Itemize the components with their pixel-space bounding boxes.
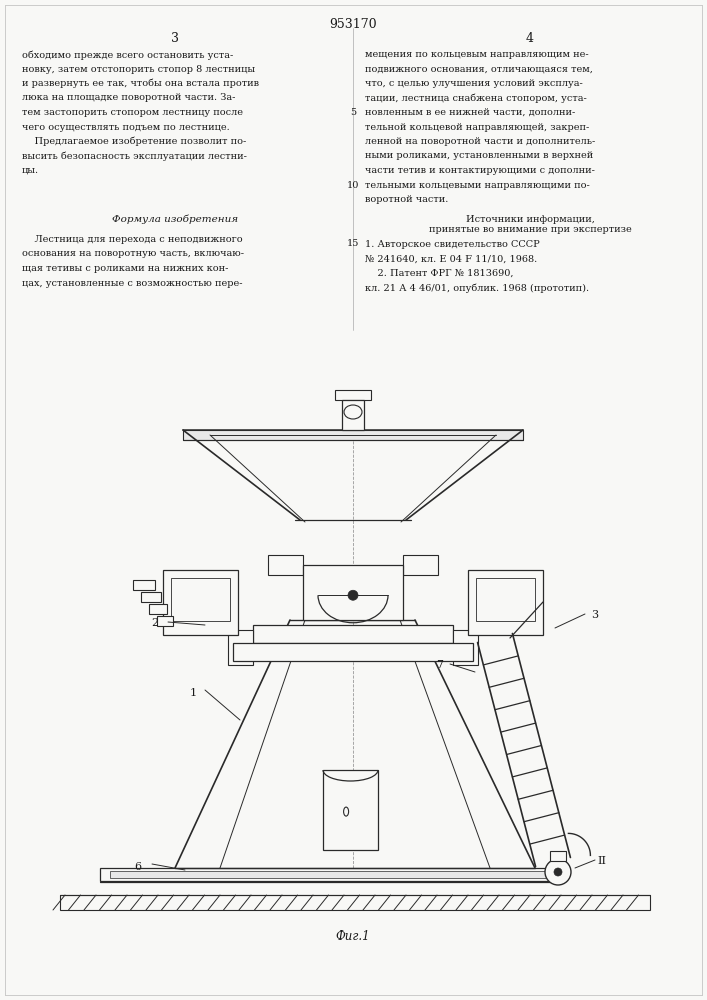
Bar <box>476 578 535 621</box>
Text: 10: 10 <box>347 180 359 190</box>
Text: тем застопорить стопором лестницу после: тем застопорить стопором лестницу после <box>22 108 243 117</box>
Bar <box>183 430 523 440</box>
Text: и развернуть ее так, чтобы она встала против: и развернуть ее так, чтобы она встала пр… <box>22 79 259 89</box>
Text: что, с целью улучшения условий эксплуа-: что, с целью улучшения условий эксплуа- <box>365 79 583 88</box>
Bar <box>228 630 253 665</box>
Bar <box>342 400 364 430</box>
Bar <box>141 592 161 602</box>
Bar <box>403 555 438 575</box>
Bar <box>268 555 303 575</box>
Bar <box>550 851 566 861</box>
Text: 5: 5 <box>350 108 356 117</box>
Bar <box>233 643 473 661</box>
Text: кл. 21 А 4 46/01, опублик. 1968 (прототип).: кл. 21 А 4 46/01, опублик. 1968 (прототи… <box>365 284 589 293</box>
Bar <box>163 570 238 635</box>
Text: тельными кольцевыми направляющими по-: тельными кольцевыми направляющими по- <box>365 180 590 190</box>
Text: ными роликами, установленными в верхней: ными роликами, установленными в верхней <box>365 151 593 160</box>
Text: Источники информации,
принятые во внимание при экспертизе: Источники информации, принятые во вниман… <box>428 215 631 234</box>
Bar <box>323 770 378 850</box>
Text: новку, затем отстопорить стопор 8 лестницы: новку, затем отстопорить стопор 8 лестни… <box>22 64 255 74</box>
Text: 953170: 953170 <box>329 18 377 31</box>
Text: № 241640, кл. Е 04 F 11/10, 1968.: № 241640, кл. Е 04 F 11/10, 1968. <box>365 254 537 263</box>
Text: новленным в ее нижней части, дополни-: новленным в ее нижней части, дополни- <box>365 108 575 117</box>
Text: тельной кольцевой направляющей, закреп-: тельной кольцевой направляющей, закреп- <box>365 122 589 131</box>
Text: 3: 3 <box>171 32 179 45</box>
Bar <box>303 565 403 620</box>
Text: основания на поворотную часть, включаю-: основания на поворотную часть, включаю- <box>22 249 244 258</box>
Bar <box>468 570 543 635</box>
Bar <box>157 616 173 626</box>
Text: 2. Патент ФРГ № 1813690,: 2. Патент ФРГ № 1813690, <box>365 269 513 278</box>
Text: Предлагаемое изобретение позволит по-: Предлагаемое изобретение позволит по- <box>22 137 246 146</box>
Ellipse shape <box>344 405 362 419</box>
Text: высить безопасность эксплуатации лестни-: высить безопасность эксплуатации лестни- <box>22 151 247 161</box>
Text: 1: 1 <box>189 688 197 698</box>
Text: щая тетивы с роликами на нижних кон-: щая тетивы с роликами на нижних кон- <box>22 264 228 273</box>
Bar <box>110 871 550 878</box>
Bar <box>149 604 167 614</box>
Circle shape <box>545 859 571 885</box>
Bar <box>453 630 478 665</box>
Ellipse shape <box>344 807 349 816</box>
Bar <box>60 895 650 910</box>
Text: 7: 7 <box>436 660 443 670</box>
Text: мещения по кольцевым направляющим не-: мещения по кольцевым направляющим не- <box>365 50 589 59</box>
Text: воротной части.: воротной части. <box>365 195 448 204</box>
Bar <box>171 578 230 621</box>
Bar <box>133 580 155 590</box>
Text: 6: 6 <box>134 862 141 872</box>
Text: 4: 4 <box>526 32 534 45</box>
Text: 15: 15 <box>347 238 359 247</box>
Text: II: II <box>597 856 606 866</box>
Text: цах, установленные с возможностью пере-: цах, установленные с возможностью пере- <box>22 278 243 288</box>
Text: обходимо прежде всего остановить уста-: обходимо прежде всего остановить уста- <box>22 50 233 60</box>
Bar <box>343 565 363 620</box>
Text: части тетив и контактирующими с дополни-: части тетив и контактирующими с дополни- <box>365 166 595 175</box>
Text: цы.: цы. <box>22 166 39 175</box>
Bar <box>100 868 560 881</box>
Text: Формула изобретения: Формула изобретения <box>112 215 238 225</box>
Bar <box>335 390 371 400</box>
Text: чего осуществлять подъем по лестнице.: чего осуществлять подъем по лестнице. <box>22 122 230 131</box>
Text: 2: 2 <box>151 618 158 628</box>
Text: ленной на поворотной части и дополнитель-: ленной на поворотной части и дополнитель… <box>365 137 595 146</box>
Text: 1. Авторское свидетельство СССР: 1. Авторское свидетельство СССР <box>365 240 539 249</box>
Text: Лестница для перехода с неподвижного: Лестница для перехода с неподвижного <box>22 235 243 244</box>
Circle shape <box>348 590 358 600</box>
Circle shape <box>554 868 562 876</box>
Text: 3: 3 <box>592 610 599 620</box>
Text: Фиг.1: Фиг.1 <box>336 930 370 943</box>
Text: тации, лестница снабжена стопором, уста-: тации, лестница снабжена стопором, уста- <box>365 94 587 103</box>
Bar <box>253 625 453 643</box>
Text: подвижного основания, отличающаяся тем,: подвижного основания, отличающаяся тем, <box>365 64 593 74</box>
Text: люка на площадке поворотной части. За-: люка на площадке поворотной части. За- <box>22 94 235 103</box>
